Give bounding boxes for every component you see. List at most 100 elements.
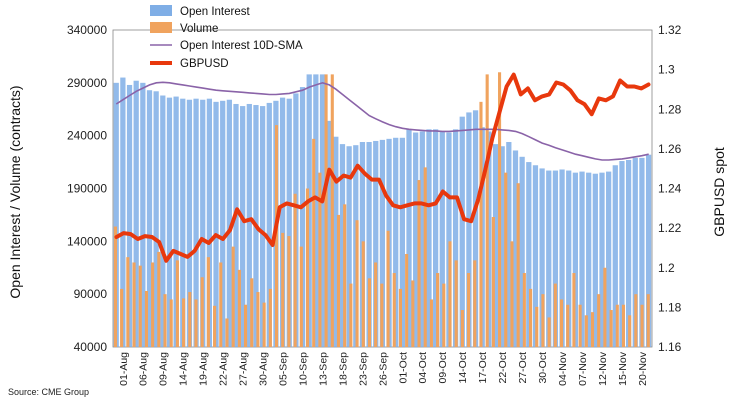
right-tick-label: 1.24 bbox=[658, 182, 682, 196]
open-interest-bar bbox=[146, 90, 153, 347]
volume-bar bbox=[566, 304, 570, 347]
volume-bar bbox=[646, 294, 650, 347]
legend-label: Volume bbox=[180, 23, 218, 35]
open-interest-bar bbox=[586, 172, 592, 347]
volume-bar bbox=[188, 292, 192, 347]
x-tick-label: 12-Nov bbox=[597, 351, 609, 386]
volume-bar bbox=[343, 204, 347, 347]
x-tick-label: 07-Nov bbox=[577, 351, 589, 386]
volume-bar bbox=[621, 304, 626, 347]
open-interest-bar bbox=[126, 84, 133, 347]
volume-bar bbox=[590, 312, 595, 347]
open-interest-bar bbox=[459, 116, 465, 348]
open-interest-bar bbox=[313, 74, 319, 347]
right-tick-label: 1.16 bbox=[658, 340, 682, 354]
volume-bar bbox=[287, 236, 291, 347]
volume-bar bbox=[559, 299, 564, 347]
open-interest-bar bbox=[452, 129, 459, 347]
x-tick-label: 01-Aug bbox=[118, 352, 130, 386]
open-interest-bar bbox=[606, 171, 612, 347]
volume-bar bbox=[485, 74, 489, 347]
volume-bar bbox=[448, 241, 452, 347]
volume-bar bbox=[237, 269, 241, 347]
x-tick-label: 04-Oct bbox=[417, 352, 429, 384]
volume-bar bbox=[603, 267, 607, 347]
volume-bar bbox=[417, 180, 421, 347]
open-interest-bar bbox=[213, 101, 219, 347]
open-interest-bar bbox=[472, 110, 479, 347]
right-tick-label: 1.28 bbox=[658, 102, 682, 116]
x-tick-label: 30-Aug bbox=[257, 352, 269, 386]
volume-bar bbox=[634, 294, 638, 347]
source-note: Source: CME Group bbox=[8, 387, 89, 397]
open-interest-bar bbox=[186, 99, 193, 348]
volume-bar bbox=[405, 254, 409, 347]
volume-bar bbox=[522, 273, 526, 347]
volume-bar bbox=[423, 167, 427, 347]
left-tick-label: 240000 bbox=[67, 129, 107, 143]
x-tick-label: 06-Aug bbox=[138, 352, 150, 386]
open-interest-bar bbox=[373, 140, 379, 347]
legend-swatch bbox=[150, 22, 172, 33]
open-interest-bar bbox=[260, 106, 266, 347]
right-tick-label: 1.22 bbox=[658, 221, 682, 235]
volume-bar bbox=[584, 315, 588, 347]
right-axis-title: GBPUSD spot bbox=[711, 147, 727, 237]
x-tick-label: 09-Oct bbox=[437, 352, 449, 384]
volume-bar bbox=[535, 306, 539, 347]
volume-bars bbox=[113, 72, 650, 348]
volume-bar bbox=[609, 310, 613, 347]
right-tick-label: 1.26 bbox=[658, 142, 682, 156]
volume-bar bbox=[144, 291, 148, 347]
volume-bar bbox=[349, 283, 353, 347]
x-axis-ticks: 01-Aug 06-Aug 09-Aug 14-Aug 19-Aug 22-Aug 27-A… bbox=[118, 351, 649, 386]
open-interest-bar bbox=[639, 157, 645, 347]
volume-bar bbox=[163, 294, 167, 347]
volume-bar bbox=[268, 288, 272, 347]
open-interest-bar bbox=[492, 144, 499, 347]
open-interest-bar bbox=[566, 170, 572, 347]
volume-bar bbox=[256, 292, 260, 347]
open-interest-bar bbox=[140, 82, 146, 347]
open-interest-bar bbox=[433, 129, 439, 347]
volume-bar bbox=[225, 318, 229, 347]
open-interest-bar bbox=[393, 137, 399, 347]
left-axis-title: Open Interest / Volume (contracts) bbox=[7, 85, 23, 298]
volume-bar bbox=[510, 241, 514, 347]
open-interest-bar bbox=[346, 146, 352, 347]
x-tick-label: 22-Oct bbox=[497, 352, 509, 384]
volume-bar bbox=[318, 172, 322, 347]
x-tick-label: 19-Aug bbox=[198, 352, 210, 386]
open-interest-bar bbox=[632, 157, 638, 347]
volume-bar bbox=[541, 294, 545, 347]
volume-bar bbox=[553, 283, 557, 347]
open-interest-bar bbox=[319, 74, 326, 347]
volume-bar bbox=[200, 277, 204, 347]
volume-bar bbox=[113, 226, 117, 347]
volume-bar bbox=[138, 265, 142, 347]
open-interest-bar bbox=[532, 165, 539, 347]
volume-bar bbox=[182, 298, 186, 347]
sma-series-line bbox=[115, 81, 649, 161]
gbpusd-series-line bbox=[114, 72, 651, 263]
open-interest-bar bbox=[446, 132, 452, 347]
volume-bar bbox=[194, 299, 198, 347]
volume-bar bbox=[442, 283, 446, 347]
open-interest-bar bbox=[299, 87, 306, 347]
right-tick-label: 1.3 bbox=[658, 63, 675, 77]
open-interest-bar bbox=[266, 102, 272, 347]
volume-bar bbox=[615, 304, 619, 347]
open-interest-bar bbox=[306, 74, 312, 347]
volume-bar bbox=[120, 288, 124, 347]
open-interest-bar bbox=[572, 172, 578, 347]
x-tick-label: 05-Sep bbox=[277, 352, 289, 386]
right-tick-label: 1.32 bbox=[658, 23, 682, 37]
open-interest-bar bbox=[160, 95, 166, 347]
x-tick-label: 01-Oct bbox=[397, 352, 409, 384]
volume-bar bbox=[126, 257, 130, 347]
volume-bar bbox=[324, 74, 328, 347]
volume-bar bbox=[355, 220, 359, 347]
volume-bar bbox=[504, 172, 508, 347]
open-interest-bar bbox=[539, 168, 545, 347]
volume-bar bbox=[330, 74, 334, 347]
